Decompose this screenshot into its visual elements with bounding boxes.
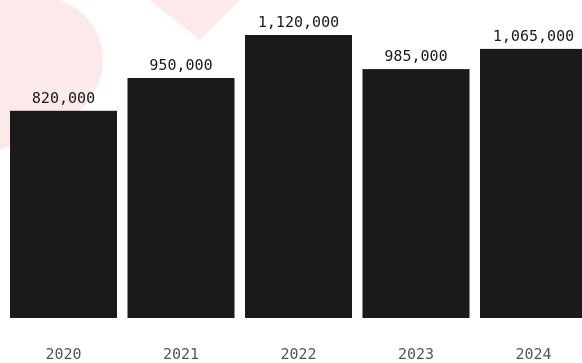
watermark-shape xyxy=(150,0,240,40)
value-labels-group: 820,000 950,000 1,120,000 985,000 1,065,000 xyxy=(32,13,574,107)
bar-2023 xyxy=(362,69,470,318)
category-label-2020: 2020 xyxy=(45,345,81,363)
bars-group xyxy=(10,35,582,319)
category-labels-group: 2020 2021 2022 2023 2024 xyxy=(45,345,551,363)
bar-2020 xyxy=(10,110,117,318)
category-label-2024: 2024 xyxy=(515,345,551,363)
bar-2024 xyxy=(480,48,582,319)
value-label-2020: 820,000 xyxy=(32,89,95,107)
bar-2021 xyxy=(127,78,235,318)
value-label-2021: 950,000 xyxy=(149,56,212,74)
category-label-2023: 2023 xyxy=(398,345,434,363)
category-label-2022: 2022 xyxy=(280,345,316,363)
bar-2022 xyxy=(245,35,352,318)
category-label-2021: 2021 xyxy=(163,345,199,363)
value-label-2024: 1,065,000 xyxy=(493,27,574,45)
value-label-2022: 1,120,000 xyxy=(258,13,339,31)
value-label-2023: 985,000 xyxy=(384,47,447,65)
